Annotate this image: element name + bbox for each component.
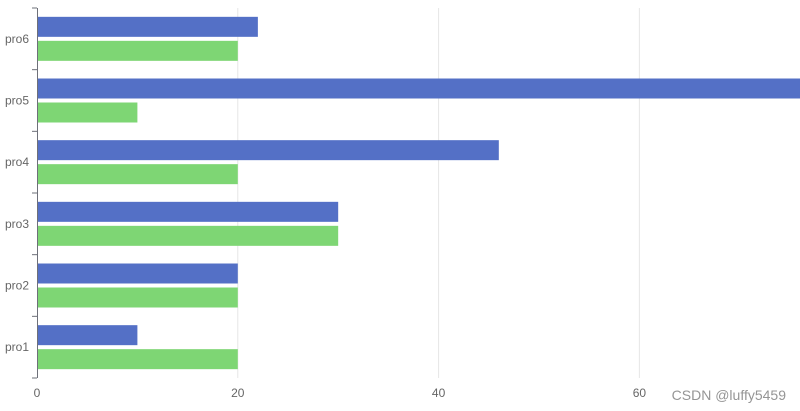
bar-series2-pro1[interactable] [37, 349, 238, 370]
bar-series1-pro2[interactable] [37, 263, 238, 284]
bar-series1-pro6[interactable] [37, 16, 258, 37]
x-tick-label-0: 0 [34, 386, 41, 400]
y-tick-label-pro1: pro1 [5, 340, 29, 354]
y-tick-label-pro3: pro3 [5, 217, 29, 231]
bar-series2-pro3[interactable] [37, 225, 339, 246]
bar-series2-pro6[interactable] [37, 40, 238, 61]
bar-series1-pro3[interactable] [37, 201, 339, 222]
x-tick-label-20: 20 [231, 386, 245, 400]
y-tick-label-pro4: pro4 [5, 155, 29, 169]
watermark-text: CSDN @luffy5459 [671, 387, 786, 403]
grid-lines [237, 8, 640, 378]
bar-series2-pro4[interactable] [37, 164, 238, 185]
y-tick-label-pro5: pro5 [5, 94, 29, 108]
tick-labels: pro1 pro2 pro3 pro4 pro5 pro6 0 20 40 60 [5, 32, 646, 400]
y-tick-label-pro6: pro6 [5, 32, 29, 46]
bar-series2-pro5[interactable] [37, 102, 138, 123]
bar-series1-pro5[interactable] [37, 78, 800, 99]
x-tick-label-60: 60 [633, 386, 647, 400]
y-tick-label-pro2: pro2 [5, 279, 29, 293]
x-tick-label-40: 40 [432, 386, 446, 400]
bar-series2-pro2[interactable] [37, 287, 238, 308]
bar-series1-pro4[interactable] [37, 140, 499, 161]
axes [32, 7, 38, 379]
bar-series1-pro1[interactable] [37, 325, 138, 346]
bars [37, 16, 800, 370]
